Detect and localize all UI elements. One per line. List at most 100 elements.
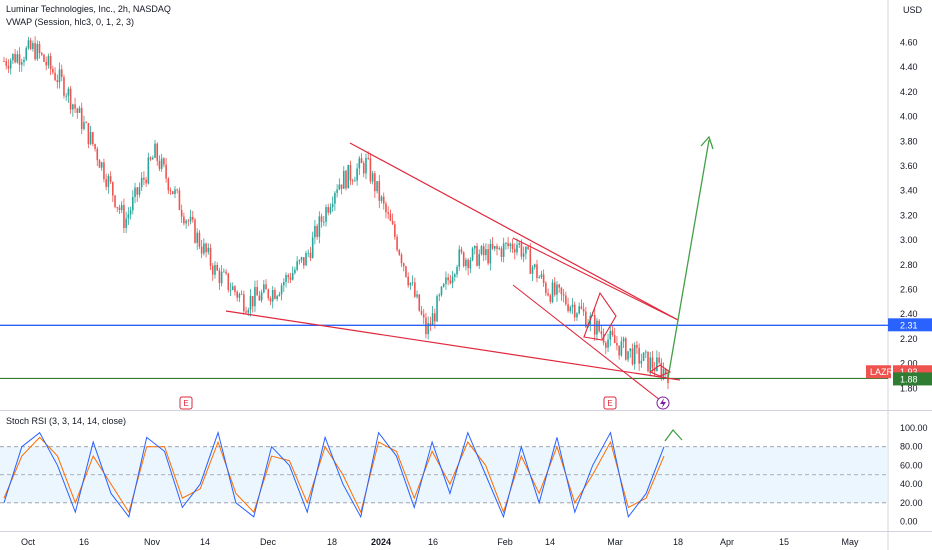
candle-body <box>469 260 472 269</box>
candle-body <box>640 360 643 364</box>
candle-body <box>63 77 65 96</box>
candle-body <box>556 284 558 295</box>
candle-body <box>638 347 640 364</box>
candle-body <box>107 176 110 187</box>
candle-body <box>416 294 418 297</box>
candle-body <box>234 286 236 292</box>
candle-body <box>616 343 618 346</box>
candle-body <box>158 160 161 169</box>
candle-body <box>400 254 403 264</box>
stoch-rsi-title[interactable]: Stoch RSI (3, 3, 14, 14, close) <box>6 416 127 426</box>
candle-body <box>360 158 363 164</box>
candle-body <box>536 264 538 279</box>
level-badge-text: 2.31 <box>900 320 918 330</box>
price-badges: 2.31 LAZR 1.931.88 <box>866 318 932 386</box>
candle-body <box>94 144 96 149</box>
candle-body <box>551 282 554 302</box>
candle-body <box>140 177 143 188</box>
candle-body <box>56 80 59 83</box>
earnings-marker-label: E <box>607 399 612 408</box>
candle-body <box>278 294 281 296</box>
candle-body <box>496 246 498 250</box>
candle-body <box>247 309 250 313</box>
candle-body <box>362 163 365 174</box>
candle-body <box>502 243 505 257</box>
candle-body <box>471 248 474 261</box>
price-tick-label: 4.60 <box>900 38 918 48</box>
candle-body <box>156 143 159 161</box>
candle-body <box>462 252 465 267</box>
candle-body <box>613 335 616 344</box>
candle-body <box>243 294 245 312</box>
candle-body <box>29 40 32 50</box>
candle-body <box>525 246 527 254</box>
candle-body <box>567 304 569 312</box>
candle-body <box>585 311 587 328</box>
candle-body <box>380 196 383 201</box>
price-tick-label: 2.20 <box>900 334 918 344</box>
candle-body <box>52 68 54 73</box>
candle-body <box>305 253 307 266</box>
candle-body <box>647 351 649 372</box>
channel-upper-line <box>512 237 679 321</box>
candle-body <box>573 304 576 318</box>
small-triangle-pattern <box>648 364 672 377</box>
time-tick-label: Feb <box>497 537 513 547</box>
candle-body <box>365 157 367 174</box>
candle-body <box>642 352 645 361</box>
candle-body <box>287 275 290 278</box>
candle-body <box>136 187 139 195</box>
candle-body <box>118 207 121 211</box>
candle-body <box>576 313 578 318</box>
price-tick-label: 3.80 <box>900 136 918 146</box>
candle-body <box>467 259 469 269</box>
candle-body <box>20 62 23 65</box>
candle-body <box>405 266 407 277</box>
candle-body <box>349 164 352 181</box>
candle-body <box>338 184 341 190</box>
candle-body <box>254 286 256 307</box>
symbol-title[interactable]: Luminar Technologies, Inc., 2h, NASDAQ <box>6 4 171 14</box>
candle-body <box>516 244 518 253</box>
candle-body <box>531 267 534 274</box>
candle-body <box>507 242 509 247</box>
candle-body <box>114 195 116 208</box>
price-axis[interactable]: 4.60 4.40 4.20 4.00 3.80 3.60 3.40 3.20 3.00 2.80… <box>900 38 918 394</box>
time-tick-label: 2024 <box>371 537 391 547</box>
candle-body <box>245 311 247 313</box>
candle-body <box>36 43 39 60</box>
candle-body <box>89 132 92 145</box>
candle-body <box>600 331 603 335</box>
price-tick-label: 3.40 <box>900 186 918 196</box>
candle-body <box>7 65 10 69</box>
candle-body <box>209 247 212 266</box>
candle-body <box>456 267 458 275</box>
candle-body <box>465 259 467 267</box>
candle-body <box>49 56 52 69</box>
candle-body <box>83 122 85 129</box>
stoch-rsi-pane[interactable]: 100.00 80.00 60.00 40.00 20.00 0.00 <box>0 423 928 527</box>
candle-body <box>25 48 28 60</box>
candle-body <box>571 304 574 307</box>
candle-body <box>220 271 223 284</box>
ticker-badge <box>866 365 891 379</box>
candle-body <box>451 276 454 284</box>
price-pane[interactable] <box>0 0 888 410</box>
candle-body <box>636 344 638 348</box>
time-axis[interactable]: Oct 16 Nov 14 Dec 18 2024 16 Feb 14 Mar 18 Apr 15 May <box>21 537 859 547</box>
candle-body <box>473 245 476 249</box>
time-tick-label: Oct <box>21 537 36 547</box>
vwap-indicator-label[interactable]: VWAP (Session, hlc3, 0, 1, 2, 3) <box>6 17 135 27</box>
candle-body <box>211 265 214 275</box>
candle-body <box>445 277 447 284</box>
candle-body <box>92 132 94 145</box>
candle-body <box>351 180 354 182</box>
candle-body <box>260 292 263 301</box>
candle-body <box>125 218 127 229</box>
candle-body <box>389 213 392 221</box>
candle-body <box>378 181 381 201</box>
candle-body <box>602 334 605 343</box>
candle-body <box>420 310 423 315</box>
